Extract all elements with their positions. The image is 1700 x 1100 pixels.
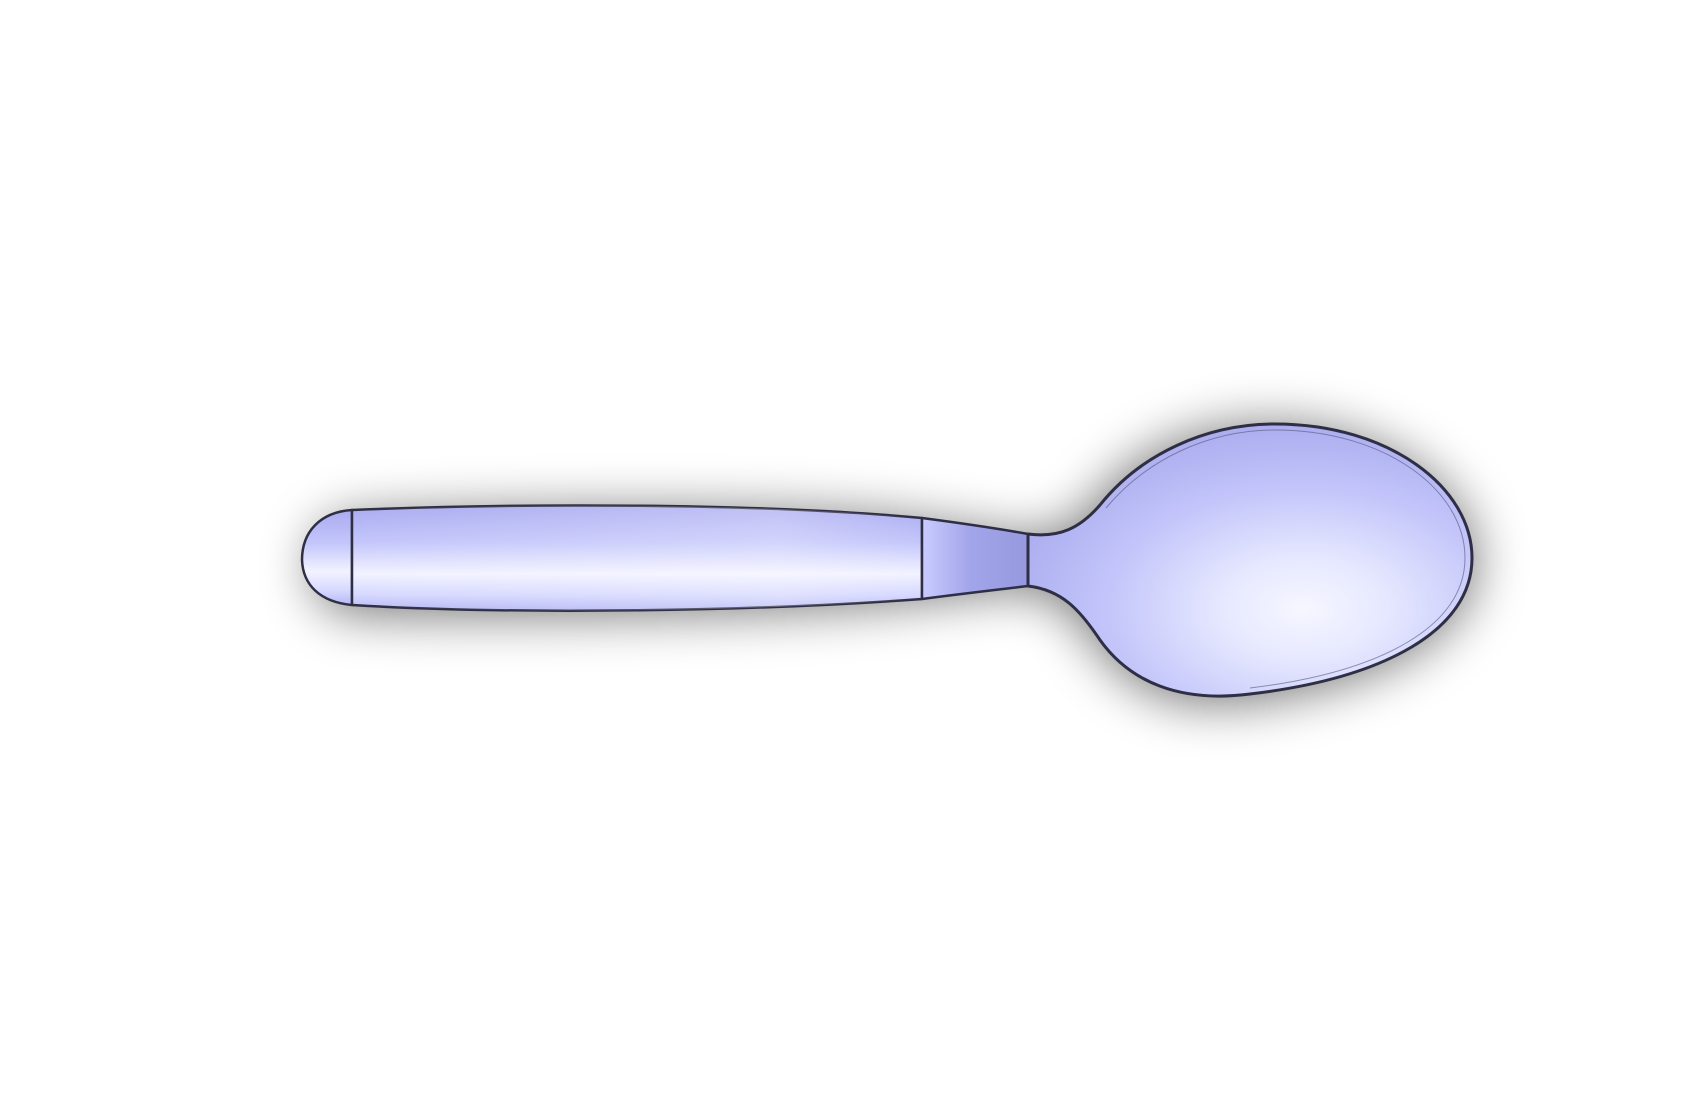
bowl-rim-edge bbox=[1105, 429, 1466, 689]
spoon-neck[interactable] bbox=[920, 516, 1030, 601]
spoon-bowl[interactable] bbox=[1026, 422, 1474, 698]
handle-highlight bbox=[352, 505, 922, 611]
handle-end-cap[interactable] bbox=[300, 508, 354, 607]
